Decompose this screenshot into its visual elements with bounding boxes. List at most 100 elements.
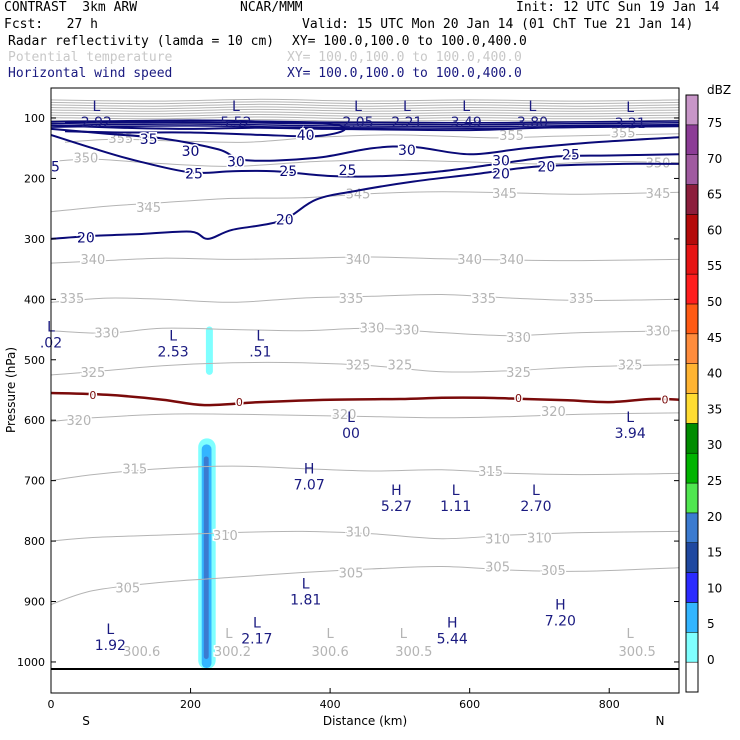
- theta-label: 335: [339, 292, 364, 307]
- extremum-type: L: [626, 100, 634, 116]
- wind-label: 40: [297, 128, 315, 144]
- theta-label: 325: [346, 359, 371, 374]
- theta-band-line: [51, 106, 679, 110]
- theta-label: 300.6: [312, 645, 349, 660]
- theta-label: 355: [499, 129, 524, 144]
- extremum-value: 7.07: [294, 478, 325, 494]
- theta-low-mark: L: [400, 627, 408, 642]
- theta-label: 315: [122, 463, 147, 478]
- field-theta: Potential temperature: [8, 50, 173, 65]
- colorbar-swatch: [685, 482, 699, 514]
- colorbar-swatch: [685, 363, 699, 394]
- extremum-type: H: [447, 616, 458, 632]
- theta-label: 320: [541, 405, 566, 420]
- theta-band-line: [51, 113, 679, 117]
- y-tick-label: 100: [24, 112, 45, 125]
- theta-band-line: [51, 108, 679, 112]
- extremum-type: L: [532, 483, 540, 499]
- theta-label: 335: [60, 292, 85, 307]
- extremum-value: 3.21: [615, 116, 646, 132]
- colorbar-swatch: [685, 512, 699, 544]
- extremum-value: 1.92: [95, 638, 126, 654]
- theta-band-line: [51, 103, 679, 107]
- theta-label: 305: [339, 567, 364, 582]
- colorbar-tick-label: 35: [707, 402, 722, 416]
- x-end-left: S: [82, 714, 90, 728]
- field-reflectivity-xy: XY= 100.0,100.0 to 100.0,400.0: [292, 34, 527, 49]
- theta-label: 330: [360, 322, 385, 337]
- x-axis-title: Distance (km): [323, 714, 407, 728]
- theta-low-mark: L: [326, 627, 334, 642]
- wind-label: 25: [562, 147, 580, 163]
- colorbar-swatch: [685, 154, 699, 185]
- reflectivity-cell: [203, 456, 209, 659]
- wind-label: 95: [42, 159, 60, 175]
- colorbar-tick-label: 25: [707, 474, 722, 488]
- colorbar-swatch: [685, 244, 699, 275]
- theta-label: 310: [485, 533, 510, 548]
- colorbar-swatch: [685, 333, 699, 364]
- colorbar-tick-label: 5: [707, 617, 715, 631]
- x-tick-label: 800: [599, 698, 620, 711]
- colorbar-swatch: [685, 423, 699, 454]
- extremum-type: H: [555, 598, 566, 614]
- theta-label: 310: [346, 525, 371, 540]
- extremum-type: L: [92, 99, 100, 115]
- theta-label: 335: [471, 292, 496, 307]
- extremum-type: L: [347, 410, 355, 426]
- zero-label: 0: [515, 392, 522, 405]
- wind-label: 20: [492, 167, 510, 183]
- colorbar-swatch: [685, 184, 699, 215]
- extremum-value: 7.20: [545, 614, 576, 630]
- colorbar-swatch: [685, 94, 699, 126]
- theta-label: 300.5: [395, 645, 432, 660]
- theta-label: 340: [346, 253, 371, 268]
- colorbar-swatch: [685, 542, 699, 573]
- theta-band-line: [51, 111, 679, 115]
- extremum-type: L: [256, 329, 264, 345]
- zero-label: 0: [662, 394, 669, 407]
- extremum-value: 5.44: [437, 632, 468, 648]
- extremum-value: 2.05: [342, 115, 373, 131]
- theta-contour-340: [51, 256, 679, 264]
- extremum-type: H: [304, 462, 315, 478]
- theta-contour-330: [51, 327, 679, 337]
- theta-label: 340: [80, 253, 105, 268]
- wind-jet-line: [51, 121, 679, 126]
- x-end-right: N: [656, 714, 665, 728]
- theta-label: 320: [66, 414, 91, 429]
- colorbar-swatch: [685, 452, 699, 484]
- theta-label: 345: [136, 201, 161, 216]
- y-tick-label: 200: [24, 172, 45, 185]
- wind-contours: 35 40 30 30 30 30 25 25 25 25 20 20 20 20 95: [42, 119, 679, 248]
- extremum-type: L: [169, 329, 177, 345]
- extremum-value: 2.70: [520, 499, 551, 515]
- field-wind-xy: XY= 100.0,100.0 to 100.0,400.0: [287, 66, 522, 81]
- colorbar-swatch: [685, 632, 699, 663]
- colorbar-tick-label: 75: [707, 116, 722, 130]
- theta-label: 325: [80, 366, 105, 381]
- theta-label: 320: [332, 408, 357, 423]
- x-tick-label: 400: [320, 698, 341, 711]
- extremum-type: L: [626, 410, 634, 426]
- colorbar: 0 5 10 15 20 25 30 35 40 45 50 55 60 65 70 75: [685, 94, 722, 693]
- y-tick-label: 400: [24, 293, 45, 306]
- extremum-type: L: [232, 99, 240, 115]
- extremum-value: 3.80: [517, 115, 548, 131]
- field-reflectivity: Radar reflectivity (lamda = 10 cm): [8, 34, 275, 49]
- theta-band-line: [51, 101, 679, 105]
- valid-time: Valid: 15 UTC Mon 20 Jan 14 (01 ChT Tue …: [302, 17, 694, 32]
- init-time: Init: 12 UTC Sun 19 Jan 14: [516, 0, 720, 15]
- colorbar-tick-label: 70: [707, 152, 722, 166]
- extremum-type: L: [462, 99, 470, 115]
- theta-label: 305: [115, 582, 140, 597]
- colorbar-swatch: [685, 393, 699, 424]
- colorbar-tick-label: 20: [707, 510, 722, 524]
- theta-label: 330: [646, 325, 671, 340]
- y-tick-label: 300: [24, 233, 45, 246]
- wind-contour-25: [51, 133, 679, 178]
- wind-label: 30: [182, 144, 200, 160]
- y-tick-label: 700: [24, 475, 45, 488]
- theta-label: 340: [499, 253, 524, 268]
